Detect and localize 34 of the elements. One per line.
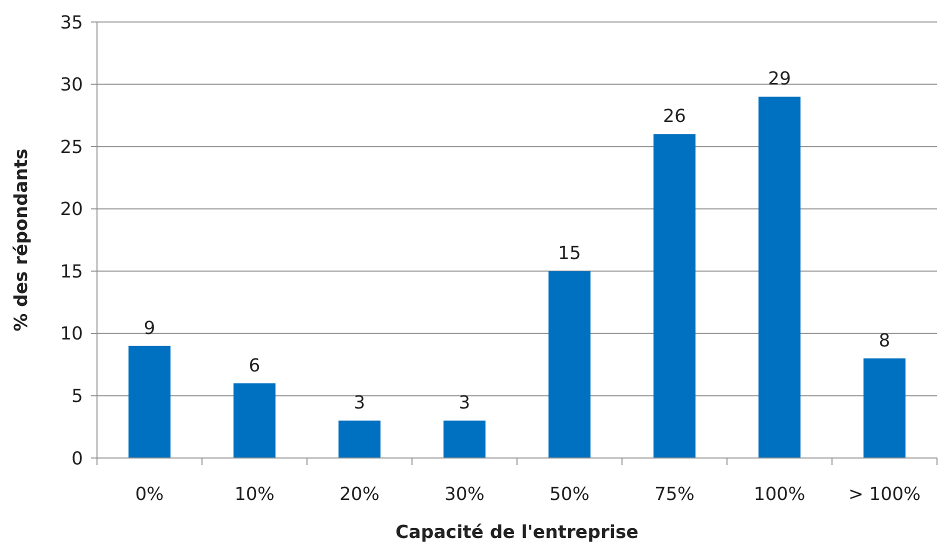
data-label: 26 [663, 106, 686, 128]
bar [654, 134, 696, 458]
x-tick-label: > 100% [848, 484, 921, 505]
x-tick-label: 0% [135, 484, 164, 505]
x-tick-label: 100% [754, 484, 806, 505]
x-tick-label: 30% [444, 484, 485, 505]
data-label: 15 [558, 243, 581, 264]
y-tick-label: 35 [60, 12, 83, 34]
x-tick-label: 75% [654, 484, 695, 505]
data-label: 8 [878, 330, 890, 352]
y-tick-label: 20 [60, 199, 83, 220]
bar [444, 420, 486, 458]
x-tick-label: 20% [339, 484, 380, 505]
bar [338, 420, 380, 458]
data-label: 3 [458, 392, 470, 414]
bar [548, 271, 590, 458]
bar [864, 358, 906, 458]
x-tick-label: 50% [549, 484, 590, 505]
x-axis-title: Capacité de l'entreprise [396, 522, 638, 543]
bar [758, 96, 800, 458]
y-tick-label: 5 [72, 386, 83, 408]
x-tick-label: 10% [234, 484, 275, 505]
y-tick-label: 0 [72, 448, 83, 470]
y-tick-label: 30 [60, 74, 83, 96]
y-axis-title: % des répondants [11, 148, 32, 332]
data-label: 3 [354, 392, 366, 414]
y-tick-label: 15 [60, 261, 83, 282]
data-label: 29 [768, 68, 791, 90]
bar [128, 346, 170, 458]
data-label: 6 [248, 355, 260, 376]
y-tick-label: 10 [60, 324, 83, 345]
data-label: 9 [144, 318, 156, 339]
bar [234, 383, 276, 458]
y-tick-label: 25 [60, 136, 83, 158]
